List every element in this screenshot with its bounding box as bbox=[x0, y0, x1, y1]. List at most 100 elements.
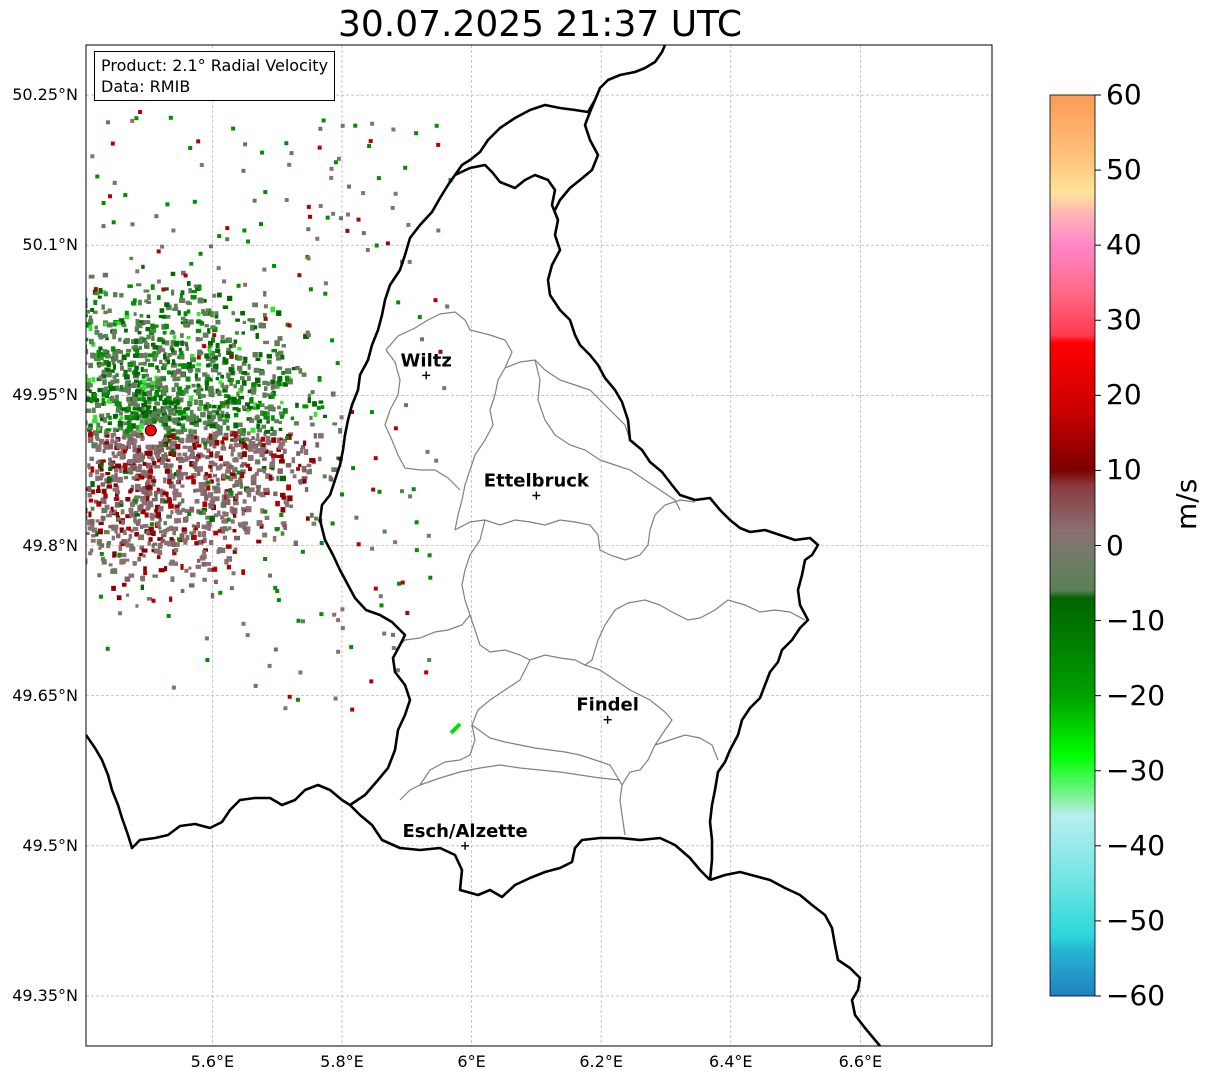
echo-pixel bbox=[66, 431, 70, 435]
echo-pixel bbox=[64, 509, 69, 514]
echo-pixel bbox=[170, 271, 176, 277]
echo-pixel bbox=[208, 387, 214, 393]
echo-pixel bbox=[61, 340, 66, 346]
echo-pixel bbox=[132, 561, 137, 565]
echo-pixel bbox=[168, 503, 174, 509]
echo-pixel bbox=[221, 519, 226, 524]
echo-pixel bbox=[57, 459, 61, 463]
echo-pixel bbox=[147, 503, 154, 508]
echo-pixel bbox=[253, 325, 258, 330]
echo-pixel bbox=[114, 477, 119, 482]
echo-pixel bbox=[56, 465, 60, 471]
echo-pixel bbox=[49, 360, 54, 364]
echo-pixel bbox=[61, 378, 67, 382]
boundary-esch-east bbox=[419, 764, 621, 786]
echo-pixel bbox=[118, 337, 122, 342]
echo-pixel bbox=[101, 201, 106, 205]
echo-pixel bbox=[278, 444, 284, 450]
echo-pixel bbox=[196, 355, 201, 360]
echo-pixel bbox=[323, 291, 328, 296]
echo-pixel bbox=[190, 572, 196, 578]
echo-pixel bbox=[220, 339, 226, 344]
echo-pixel bbox=[232, 458, 239, 463]
echo-pixel bbox=[26, 328, 31, 332]
echo-pixel bbox=[202, 332, 209, 338]
echo-pixel bbox=[124, 313, 130, 320]
echo-pixel bbox=[262, 468, 267, 474]
echo-pixel bbox=[82, 534, 85, 537]
echo-pixel bbox=[225, 237, 230, 242]
echo-pixel bbox=[103, 310, 108, 315]
echo-pixel bbox=[188, 583, 195, 588]
echo-pixel bbox=[298, 670, 303, 675]
echo-pixel bbox=[243, 527, 248, 531]
echo-pixel bbox=[41, 427, 47, 432]
echo-pixel bbox=[283, 706, 288, 711]
echo-pixel bbox=[244, 530, 251, 535]
echo-pixel bbox=[42, 313, 46, 318]
echo-pixel bbox=[13, 352, 18, 357]
echo-pixel bbox=[243, 437, 249, 442]
echo-pixel bbox=[213, 513, 219, 518]
echo-pixel bbox=[88, 551, 93, 556]
echo-pixel bbox=[241, 462, 247, 467]
echo-pixel bbox=[304, 487, 309, 492]
echo-pixel bbox=[280, 400, 284, 405]
echo-pixel bbox=[94, 434, 99, 439]
echo-pixel bbox=[217, 510, 221, 517]
echo-pixel bbox=[58, 471, 64, 475]
echo-pixel bbox=[373, 456, 378, 461]
echo-pixel bbox=[222, 526, 227, 531]
echo-pixel bbox=[88, 318, 93, 323]
echo-pixel bbox=[75, 449, 79, 452]
echo-pixel bbox=[62, 459, 68, 462]
echo-pixel bbox=[377, 489, 382, 494]
echo-pixel bbox=[159, 359, 163, 365]
echo-pixel bbox=[194, 399, 199, 405]
echo-pixel bbox=[207, 410, 213, 416]
echo-pixel bbox=[226, 404, 230, 409]
echo-pixel bbox=[106, 361, 111, 367]
echo-pixel bbox=[170, 428, 176, 432]
echo-pixel bbox=[194, 467, 199, 472]
echo-pixel bbox=[251, 386, 257, 392]
echo-pixel bbox=[306, 227, 311, 232]
echo-pixel bbox=[58, 495, 62, 500]
echo-pixel bbox=[51, 434, 57, 438]
germany-belgium-border bbox=[453, 45, 667, 176]
echo-pixel bbox=[116, 452, 123, 457]
echo-pixel bbox=[295, 402, 299, 408]
echo-pixel bbox=[170, 340, 176, 346]
echo-pixel bbox=[393, 540, 398, 545]
echo-pixel bbox=[203, 299, 207, 303]
echo-pixel bbox=[86, 507, 88, 514]
echo-pixel bbox=[64, 349, 68, 354]
echo-pixel bbox=[293, 540, 298, 547]
echo-pixel bbox=[74, 348, 78, 354]
echo-pixel bbox=[269, 461, 275, 468]
echo-pixel bbox=[256, 460, 261, 465]
echo-pixel bbox=[308, 214, 312, 219]
echo-pixel bbox=[29, 472, 34, 477]
echo-pixel bbox=[273, 384, 278, 389]
echo-pixel bbox=[225, 494, 230, 500]
echo-pixel bbox=[70, 406, 76, 412]
echo-pixel bbox=[55, 507, 60, 513]
echo-pixel bbox=[93, 355, 97, 359]
echo-pixel bbox=[207, 492, 213, 496]
echo-pixel bbox=[164, 356, 170, 362]
echo-pixel bbox=[414, 548, 419, 553]
echo-pixel bbox=[68, 576, 73, 580]
echo-pixel bbox=[256, 433, 260, 439]
echo-pixel bbox=[185, 476, 191, 480]
echo-pixel bbox=[126, 425, 133, 432]
echo-pixel bbox=[26, 437, 32, 442]
echo-pixel bbox=[157, 458, 161, 463]
echo-pixel bbox=[361, 191, 366, 196]
echo-pixel bbox=[130, 543, 134, 550]
echo-pixel bbox=[346, 212, 350, 217]
echo-pixel bbox=[213, 363, 219, 369]
echo-pixel bbox=[175, 429, 182, 435]
echo-pixel bbox=[73, 468, 76, 473]
echo-pixel bbox=[206, 448, 211, 453]
